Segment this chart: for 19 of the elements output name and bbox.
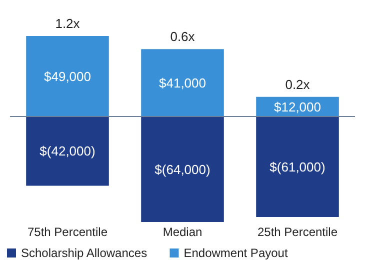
data-label: $(64,000) (154, 162, 210, 177)
annotation: 0.6x (170, 29, 196, 44)
legend-label: Scholarship Allowances (21, 246, 148, 260)
x-tick-label: 25th Percentile (257, 225, 338, 239)
bar (141, 49, 224, 117)
data-label: $(61,000) (270, 159, 326, 174)
annotation: 0.2x (285, 76, 310, 92)
x-tick-label: 75th Percentile (27, 225, 108, 239)
data-label: $(42,000) (40, 144, 96, 159)
bar (26, 116, 109, 186)
x-tick-label: Median (162, 225, 202, 239)
bar (141, 116, 224, 222)
bar (26, 36, 109, 117)
legend-label: Endowment Payout (184, 246, 288, 260)
data-label: $49,000 (44, 68, 91, 84)
data-label: $12,000 (274, 99, 321, 114)
data-label: $41,000 (159, 75, 206, 90)
bar (256, 116, 339, 218)
annotation: 1.2x (55, 16, 80, 31)
